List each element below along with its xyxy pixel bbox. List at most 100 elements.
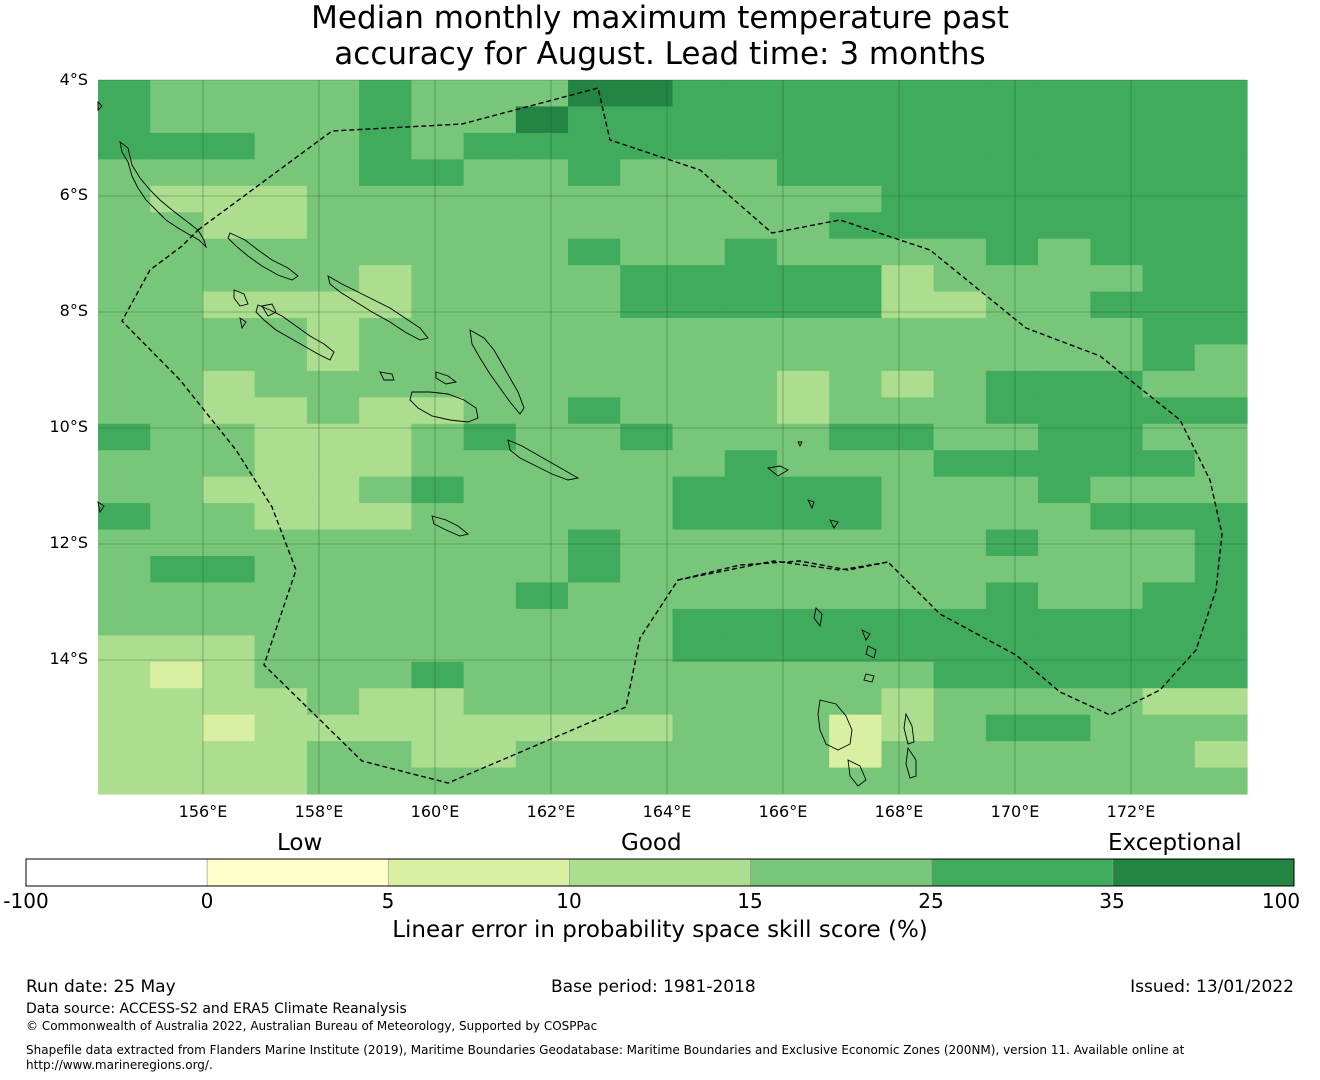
skill-cell bbox=[254, 132, 308, 160]
skill-cell bbox=[202, 741, 256, 769]
skill-cell bbox=[254, 767, 308, 795]
skill-cell bbox=[463, 767, 517, 795]
skill-cell bbox=[1038, 318, 1091, 346]
skill-cell bbox=[150, 106, 204, 134]
skill-cell bbox=[1194, 80, 1248, 108]
skill-cell bbox=[1194, 291, 1248, 319]
skill-cell bbox=[724, 767, 778, 795]
skill-cell bbox=[881, 503, 935, 531]
skill-cell bbox=[306, 397, 360, 425]
skill-cell bbox=[515, 582, 569, 610]
skill-cell bbox=[359, 318, 412, 346]
skill-cell bbox=[1090, 238, 1144, 266]
skill-cell bbox=[202, 450, 256, 478]
skill-cell bbox=[985, 212, 1039, 240]
skill-cell bbox=[150, 318, 204, 346]
skill-cell bbox=[463, 344, 517, 372]
skill-cell bbox=[568, 344, 621, 372]
skill-cell bbox=[1038, 450, 1091, 478]
skill-cell bbox=[672, 212, 726, 240]
lat-label: 8°S bbox=[59, 301, 88, 320]
skill-cell bbox=[985, 291, 1039, 319]
lon-label: 170°E bbox=[990, 802, 1040, 821]
skill-cell bbox=[1194, 608, 1248, 636]
skill-cell bbox=[1142, 265, 1196, 293]
skill-cell bbox=[1194, 450, 1248, 478]
skill-cell bbox=[254, 635, 308, 663]
skill-cell bbox=[1090, 503, 1144, 531]
skill-cell bbox=[1194, 661, 1248, 689]
skill-cell bbox=[776, 318, 830, 346]
skill-cell bbox=[672, 80, 726, 108]
skill-cell bbox=[1194, 370, 1248, 398]
skill-cell bbox=[98, 608, 151, 636]
solomon-islands-eez bbox=[121, 87, 1223, 784]
skill-cell bbox=[985, 476, 1039, 504]
skill-cell bbox=[620, 212, 674, 240]
skill-cell bbox=[1038, 714, 1091, 742]
skill-cell bbox=[98, 767, 151, 795]
skill-cell bbox=[515, 529, 569, 557]
skill-cell bbox=[359, 503, 412, 531]
skill-cell bbox=[933, 159, 987, 187]
skill-cell bbox=[568, 291, 621, 319]
skill-cell bbox=[829, 529, 883, 557]
skill-cell bbox=[672, 106, 726, 134]
skill-cell bbox=[776, 688, 830, 716]
skill-cell bbox=[672, 238, 726, 266]
skill-cell bbox=[776, 106, 830, 134]
skill-cell bbox=[1038, 767, 1091, 795]
skill-cell bbox=[306, 476, 360, 504]
skill-cell bbox=[1038, 159, 1091, 187]
skill-cell bbox=[985, 106, 1039, 134]
skill-cell bbox=[672, 608, 726, 636]
skill-cell bbox=[150, 159, 204, 187]
skill-cell bbox=[1194, 238, 1248, 266]
lon-label: 168°E bbox=[874, 802, 924, 821]
skill-cell bbox=[1090, 80, 1144, 108]
skill-cell bbox=[672, 767, 726, 795]
skill-cell bbox=[829, 159, 883, 187]
skill-cell bbox=[1090, 397, 1144, 425]
skill-cell bbox=[98, 212, 151, 240]
skill-cell bbox=[776, 212, 830, 240]
skill-cell bbox=[1142, 106, 1196, 134]
skill-cell bbox=[359, 582, 412, 610]
colorbar-tick: 0 bbox=[200, 889, 214, 913]
skill-cell bbox=[672, 318, 726, 346]
skill-cell bbox=[776, 291, 830, 319]
skill-cell bbox=[724, 185, 778, 213]
skill-cell bbox=[202, 688, 256, 716]
skill-cell bbox=[202, 635, 256, 663]
skill-cell bbox=[411, 132, 465, 160]
skill-cell bbox=[306, 212, 360, 240]
skill-cell bbox=[411, 529, 465, 557]
skill-cell bbox=[1090, 212, 1144, 240]
category-exceptional: Exceptional bbox=[1108, 830, 1242, 856]
skill-cell bbox=[776, 159, 830, 187]
skill-cell bbox=[985, 450, 1039, 478]
skill-cell bbox=[1090, 291, 1144, 319]
skill-cell bbox=[463, 185, 517, 213]
skill-cell bbox=[1194, 397, 1248, 425]
skill-cell bbox=[933, 635, 987, 663]
skill-cell bbox=[202, 159, 256, 187]
category-low: Low bbox=[277, 830, 323, 856]
skill-cell bbox=[150, 370, 204, 398]
skill-cell bbox=[411, 397, 465, 425]
skill-cell bbox=[359, 397, 412, 425]
skill-cell bbox=[724, 318, 778, 346]
skill-cell bbox=[933, 688, 987, 716]
skill-cell bbox=[411, 582, 465, 610]
skill-cell bbox=[1142, 767, 1196, 795]
skill-cell bbox=[1142, 503, 1196, 531]
skill-cell bbox=[463, 106, 517, 134]
skill-cell bbox=[359, 767, 412, 795]
skill-cell bbox=[463, 450, 517, 478]
skill-cell bbox=[724, 80, 778, 108]
skill-cell bbox=[724, 608, 778, 636]
skill-cell bbox=[411, 80, 465, 108]
skill-cell bbox=[306, 291, 360, 319]
skill-cell bbox=[98, 529, 151, 557]
skill-cell bbox=[411, 265, 465, 293]
